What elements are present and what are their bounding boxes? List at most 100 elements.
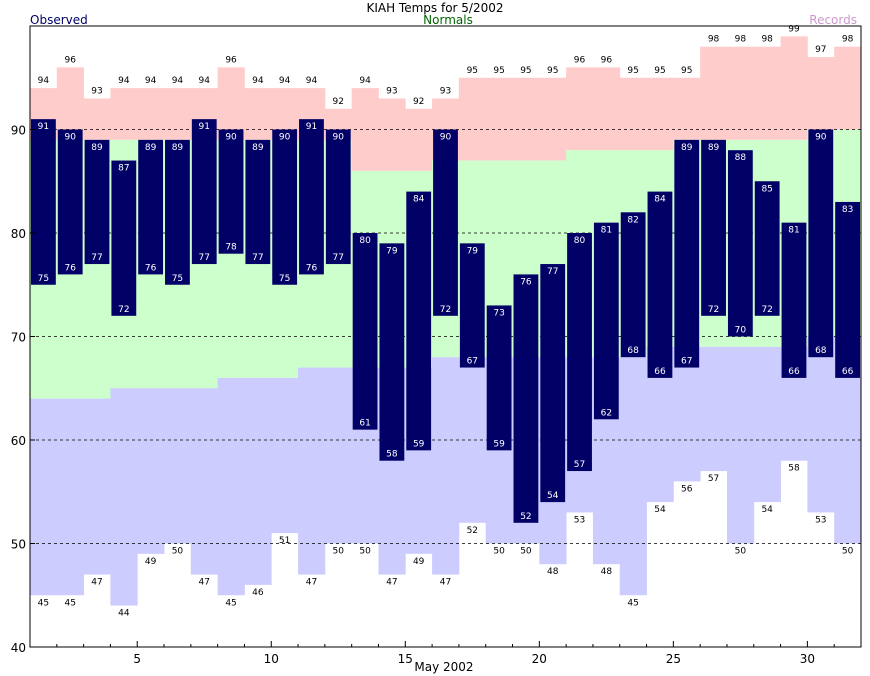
observed-bar-day-6 <box>165 139 190 285</box>
observed-bar-day-21 <box>567 233 592 472</box>
record-high-band-day-30 <box>807 57 835 130</box>
record-low-label-day-12: 50 <box>333 547 345 557</box>
observed-bar-day-23 <box>620 212 646 358</box>
record-high-label-day-24: 95 <box>654 66 665 76</box>
observed-low-label-day-10: 75 <box>279 274 290 284</box>
observed-high-label-day-30: 90 <box>815 133 827 143</box>
record-high-band-day-3 <box>83 98 111 140</box>
record-high-band-day-5 <box>137 88 165 140</box>
record-high-band-day-19 <box>512 77 540 161</box>
record-low-label-day-16: 47 <box>440 578 451 588</box>
record-high-band-day-25 <box>673 77 701 140</box>
observed-low-label-day-28: 72 <box>761 305 772 315</box>
record-low-band-day-23 <box>619 357 647 596</box>
record-low-band-day-1 <box>30 398 58 596</box>
legend-records: Records <box>809 13 857 27</box>
observed-bar-day-31 <box>835 201 860 378</box>
record-high-label-day-26: 98 <box>708 35 720 45</box>
record-low-label-day-28: 54 <box>761 505 773 515</box>
observed-low-label-day-16: 72 <box>440 305 451 315</box>
observed-low-label-day-20: 54 <box>547 491 559 501</box>
x-tick-label-15: 15 <box>398 652 413 666</box>
record-low-label-day-3: 47 <box>91 578 102 588</box>
record-high-label-day-9: 94 <box>252 76 264 86</box>
observed-bar-day-15 <box>406 191 432 451</box>
observed-high-label-day-18: 73 <box>493 308 504 318</box>
observed-high-label-day-2: 90 <box>64 133 76 143</box>
record-low-band-day-8 <box>217 377 245 596</box>
record-high-label-day-22: 96 <box>601 55 613 65</box>
observed-bar-day-26 <box>701 139 726 316</box>
record-high-label-day-29: 99 <box>788 24 800 34</box>
record-low-band-day-25 <box>673 346 701 482</box>
record-low-label-day-29: 58 <box>788 464 800 474</box>
observed-bar-day-10 <box>272 129 298 285</box>
record-high-label-day-18: 95 <box>493 66 504 76</box>
record-low-label-day-26: 57 <box>708 474 719 484</box>
observed-bar-day-22 <box>593 222 619 420</box>
record-high-label-day-20: 95 <box>547 66 558 76</box>
observed-low-label-day-4: 72 <box>118 305 129 315</box>
observed-low-label-day-29: 66 <box>788 367 800 377</box>
record-low-label-day-11: 47 <box>306 578 317 588</box>
record-high-label-day-23: 95 <box>627 66 638 76</box>
observed-low-label-day-6: 75 <box>172 274 183 284</box>
observed-bar-day-28 <box>754 181 780 316</box>
record-high-label-day-10: 94 <box>279 76 291 86</box>
observed-low-label-day-23: 68 <box>627 346 639 356</box>
observed-low-label-day-12: 77 <box>333 253 344 263</box>
observed-bar-day-14 <box>379 243 405 461</box>
x-tick-label-10: 10 <box>264 652 279 666</box>
record-high-label-day-30: 97 <box>815 45 826 55</box>
record-high-label-day-6: 94 <box>172 76 184 86</box>
record-high-band-day-29 <box>780 36 808 140</box>
record-high-label-day-2: 96 <box>64 55 76 65</box>
observed-low-label-day-15: 59 <box>413 439 425 449</box>
observed-high-label-day-28: 85 <box>761 184 772 194</box>
record-high-label-day-4: 94 <box>118 76 130 86</box>
record-low-label-day-8: 45 <box>225 598 236 608</box>
observed-high-label-day-26: 89 <box>708 143 720 153</box>
observed-high-label-day-21: 80 <box>574 236 586 246</box>
record-high-band-day-28 <box>753 46 781 140</box>
record-low-band-day-7 <box>190 388 219 575</box>
record-low-label-day-19: 50 <box>520 547 532 557</box>
record-low-label-day-2: 45 <box>64 598 75 608</box>
y-tick-label-40: 40 <box>11 641 26 655</box>
record-low-label-day-22: 48 <box>601 567 613 577</box>
record-high-label-day-7: 94 <box>199 76 211 86</box>
observed-low-label-day-30: 68 <box>815 346 827 356</box>
record-low-label-day-5: 49 <box>145 557 157 567</box>
observed-bar-day-5 <box>138 139 164 275</box>
record-high-band-day-15 <box>405 108 433 171</box>
observed-low-label-day-26: 72 <box>708 305 719 315</box>
x-tick-label-25: 25 <box>666 652 681 666</box>
observed-high-label-day-14: 79 <box>386 246 398 256</box>
observed-low-label-day-7: 77 <box>199 253 210 263</box>
observed-high-label-day-24: 84 <box>654 195 666 205</box>
observed-high-label-day-4: 87 <box>118 164 129 174</box>
record-low-band-day-28 <box>753 346 781 503</box>
record-low-label-day-18: 50 <box>493 547 505 557</box>
observed-bar-day-24 <box>647 191 673 378</box>
observed-low-label-day-5: 76 <box>145 263 157 273</box>
observed-low-label-day-24: 66 <box>654 367 666 377</box>
observed-low-label-day-31: 66 <box>842 367 854 377</box>
observed-high-label-day-27: 88 <box>735 153 747 163</box>
observed-low-label-day-22: 62 <box>601 408 612 418</box>
record-high-label-day-3: 93 <box>91 86 102 96</box>
observed-high-label-day-12: 90 <box>333 133 345 143</box>
observed-high-label-day-31: 83 <box>842 205 853 215</box>
record-low-band-day-26 <box>700 346 728 472</box>
observed-low-label-day-8: 78 <box>225 243 237 253</box>
observed-bar-day-16 <box>433 129 458 316</box>
record-low-label-day-31: 50 <box>842 547 854 557</box>
y-tick-label-70: 70 <box>11 331 26 345</box>
observed-low-label-day-27: 70 <box>735 326 747 336</box>
observed-high-label-day-7: 91 <box>199 122 210 132</box>
observed-low-label-day-1: 75 <box>38 274 49 284</box>
record-high-band-day-9 <box>244 88 272 140</box>
record-low-label-day-15: 49 <box>413 557 425 567</box>
record-low-band-day-30 <box>807 336 835 513</box>
